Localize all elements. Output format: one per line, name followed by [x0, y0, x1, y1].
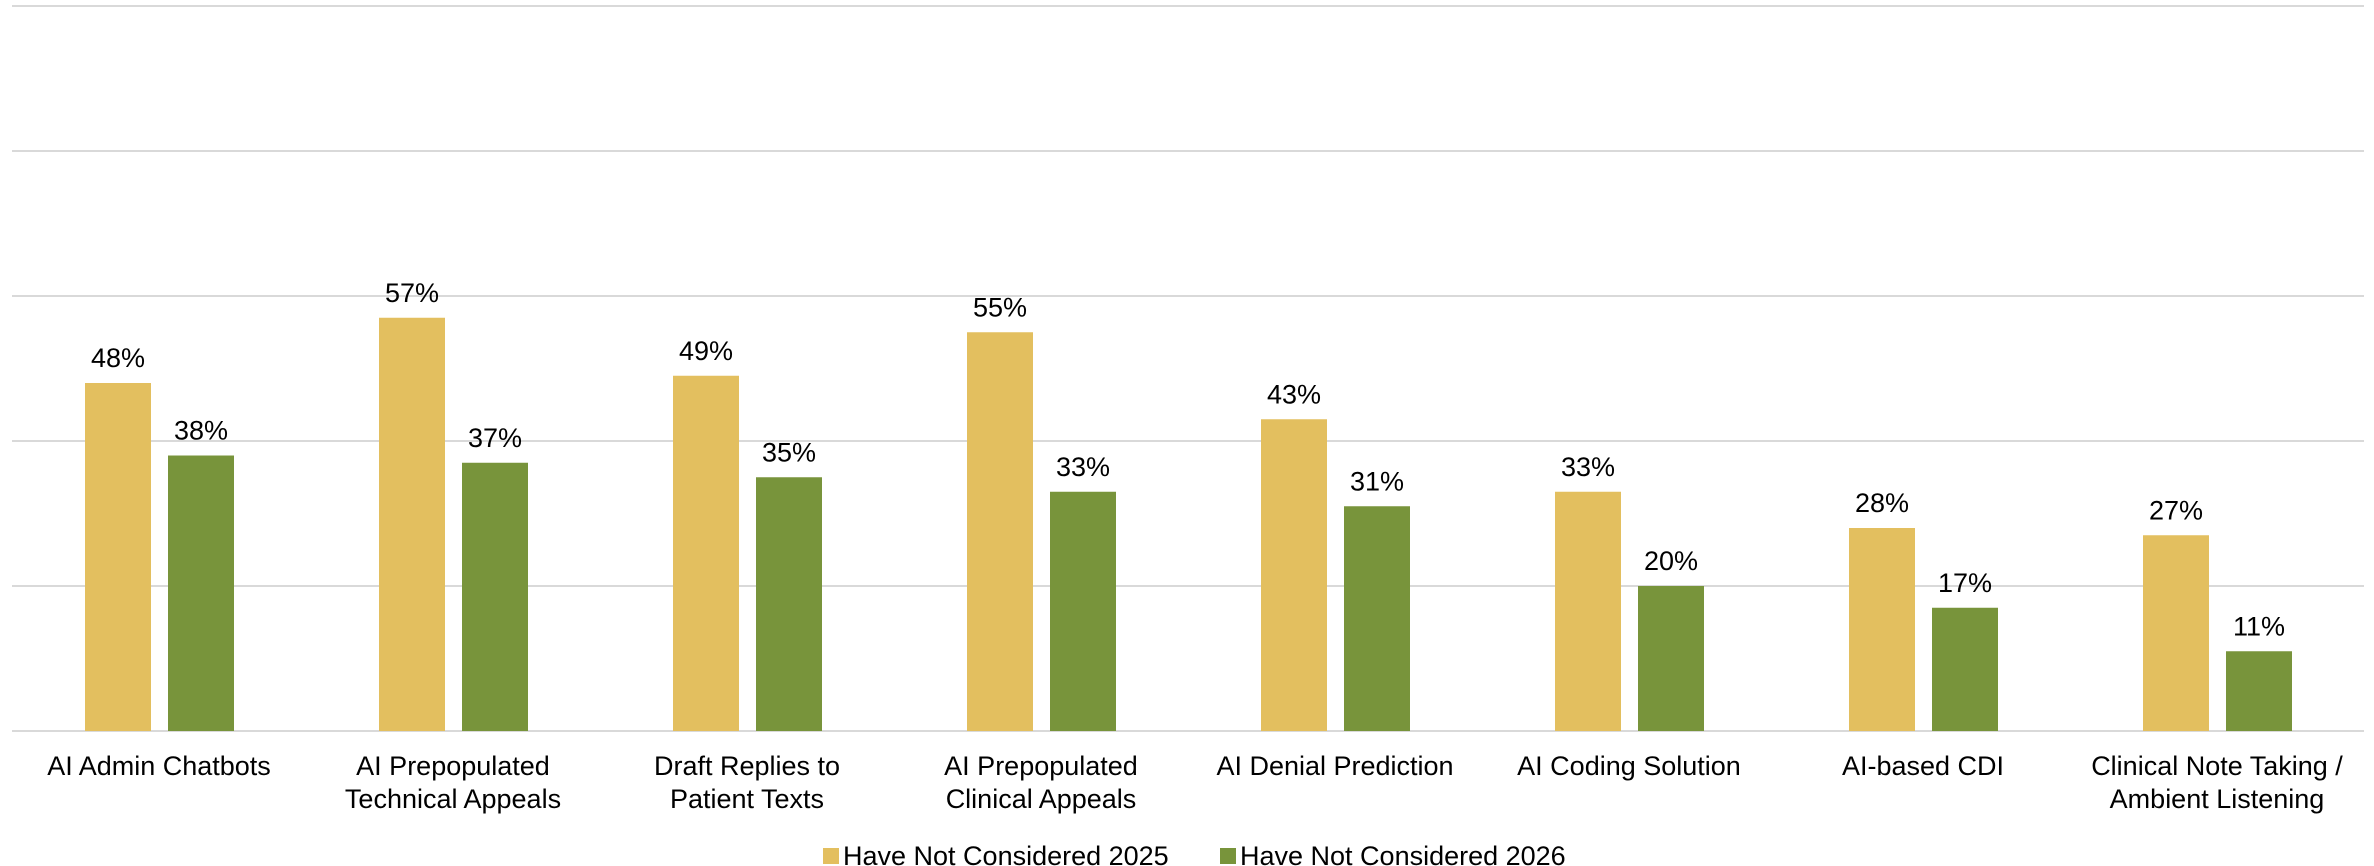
bar	[1344, 506, 1410, 731]
x-tick-label: AI Prepopulated Clinical Appeals	[944, 751, 1138, 814]
bar	[85, 383, 151, 731]
x-tick-label: AI Coding Solution	[1517, 751, 1741, 781]
data-label: 48%	[91, 343, 145, 373]
bar	[1555, 491, 1621, 731]
bar	[2226, 651, 2292, 731]
x-tick-label: Clinical Note Taking / Ambient Listening	[2091, 751, 2343, 814]
x-tick-label: AI Prepopulated Technical Appeals	[345, 751, 561, 814]
legend-label: Have Not Considered 2026	[1240, 841, 1566, 866]
bar	[1261, 419, 1327, 731]
data-label: 17%	[1938, 568, 1992, 598]
bar	[168, 455, 234, 731]
legend-swatch	[823, 848, 839, 864]
x-tick-label: AI-based CDI	[1842, 751, 2004, 781]
data-label: 35%	[762, 437, 816, 467]
data-label: 38%	[174, 416, 228, 446]
bar	[1050, 491, 1116, 731]
data-label: 11%	[2233, 611, 2285, 641]
data-label: 28%	[1855, 488, 1909, 518]
bar	[1932, 607, 1998, 731]
bar	[1638, 586, 1704, 731]
data-label: 49%	[679, 336, 733, 366]
data-label: 33%	[1056, 452, 1110, 482]
bar	[2143, 535, 2209, 731]
bar	[462, 462, 528, 731]
x-tick-label: AI Admin Chatbots	[47, 751, 271, 781]
legend-label: Have Not Considered 2025	[843, 841, 1169, 866]
bar	[967, 332, 1033, 731]
data-label: 43%	[1267, 379, 1321, 409]
bar	[673, 375, 739, 731]
data-label: 37%	[468, 423, 522, 453]
x-tick-label: Draft Replies to Patient Texts	[654, 751, 840, 814]
data-label: 31%	[1350, 466, 1404, 496]
data-label: 27%	[2149, 495, 2203, 525]
bar	[756, 477, 822, 731]
bar	[379, 317, 445, 731]
bar	[1849, 528, 1915, 731]
legend-swatch	[1220, 848, 1236, 864]
data-label: 20%	[1644, 546, 1698, 576]
data-label: 57%	[385, 278, 439, 308]
data-label: 33%	[1561, 452, 1615, 482]
x-tick-label: AI Denial Prediction	[1216, 751, 1453, 781]
data-label: 55%	[973, 292, 1027, 322]
